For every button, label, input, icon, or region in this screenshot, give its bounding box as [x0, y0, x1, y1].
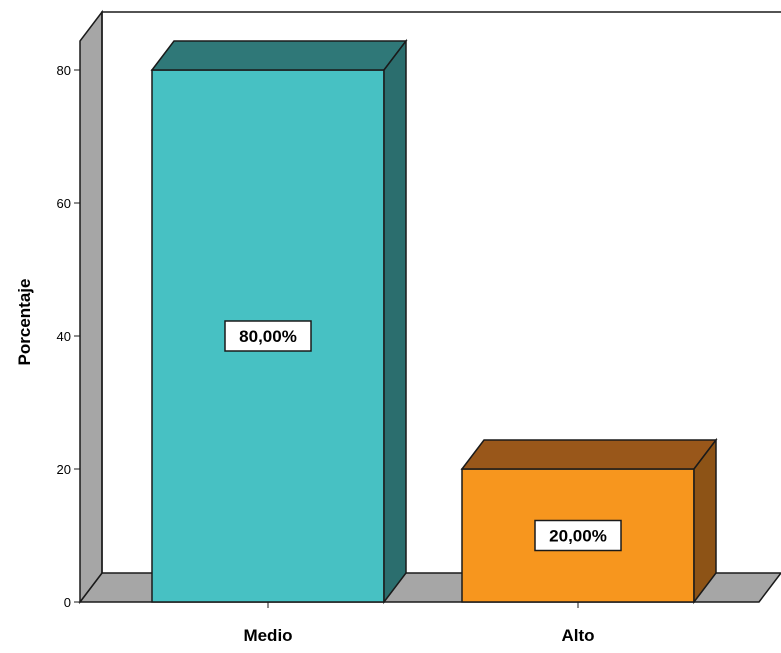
x-category-label: Medio [243, 626, 292, 645]
bar-top [460, 439, 718, 470]
bar-side [383, 38, 407, 605]
y-tick-label: 0 [64, 595, 71, 610]
y-tick-label: 40 [57, 329, 71, 344]
y-axis-title: Porcentaje [15, 279, 34, 366]
data-label: 80,00% [239, 327, 297, 346]
x-category-label: Alto [561, 626, 594, 645]
data-label-box [534, 519, 622, 552]
bar-top [150, 40, 408, 71]
y-tick-label: 20 [57, 462, 71, 477]
y-tick-label: 80 [57, 63, 71, 78]
chart-left-wall [79, 9, 103, 605]
bar-side [693, 437, 717, 605]
data-label-box [224, 320, 312, 352]
chart-back-wall-edge [101, 11, 781, 573]
y-tick-label: 60 [57, 196, 71, 211]
data-label: 20,00% [549, 527, 607, 546]
